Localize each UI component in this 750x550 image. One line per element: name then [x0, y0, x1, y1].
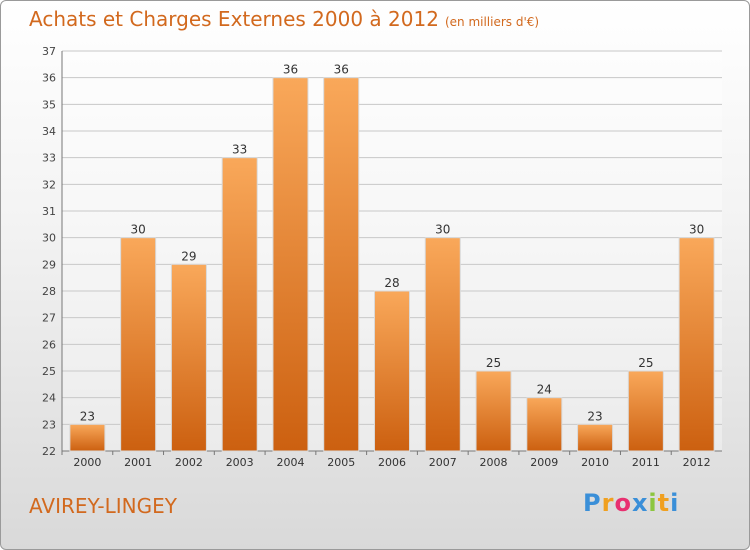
- y-tick-label: 25: [42, 365, 56, 378]
- data-label: 33: [232, 143, 247, 157]
- bar: [475, 370, 512, 452]
- y-tick-label: 27: [42, 312, 56, 325]
- y-tick-label: 37: [42, 45, 56, 58]
- y-tick-label: 31: [42, 205, 56, 218]
- x-tick-label: 2007: [429, 456, 457, 469]
- label-layer: 22 23 24 25 26 27 28 29 30 31 32 33 34 35 36 37 23 2000 30…: [42, 45, 711, 469]
- bar: [69, 423, 106, 452]
- bar: [272, 77, 309, 452]
- data-label: 36: [334, 63, 349, 77]
- bar: [424, 237, 461, 452]
- bar: [627, 370, 664, 452]
- bar: [526, 397, 563, 452]
- y-tick-label: 33: [42, 152, 56, 165]
- logo-letter: i: [648, 489, 658, 517]
- y-tick-label: 23: [42, 418, 56, 431]
- x-tick-label: 2004: [276, 456, 304, 469]
- bar: [170, 263, 207, 452]
- x-tick-label: 2010: [581, 456, 609, 469]
- bar: [323, 77, 360, 452]
- y-tick-label: 29: [42, 258, 56, 271]
- y-tick-label: 34: [42, 125, 56, 138]
- y-tick-label: 28: [42, 285, 56, 298]
- x-tick-label: 2000: [73, 456, 101, 469]
- y-tick-label: 30: [42, 232, 56, 245]
- chart-title-text: Achats et Charges Externes 2000 à 2012: [29, 7, 439, 31]
- x-tick-label: 2006: [378, 456, 406, 469]
- bar: [120, 237, 157, 452]
- chart-subtitle: (en milliers d'€): [444, 15, 540, 29]
- bar-layer: [69, 77, 715, 452]
- bar: [374, 290, 410, 452]
- data-label: 30: [689, 223, 704, 237]
- x-tick-label: 2005: [327, 456, 355, 469]
- bar: [221, 157, 258, 452]
- data-label: 28: [384, 276, 399, 290]
- x-tick-label: 2002: [175, 456, 203, 469]
- logo-letter: x: [631, 489, 649, 517]
- y-tick-label: 24: [42, 392, 56, 405]
- data-label: 23: [80, 409, 95, 423]
- data-label: 24: [537, 383, 552, 397]
- y-tick-label: 32: [42, 178, 56, 191]
- logo-letter: P: [583, 489, 602, 517]
- chart-title: Achats et Charges Externes 2000 à 2012 (e…: [29, 7, 539, 31]
- proxiti-logo: Proxiti: [583, 489, 679, 517]
- y-tick-label: 22: [42, 445, 56, 458]
- bar: [678, 237, 715, 452]
- data-label: 25: [486, 356, 501, 370]
- x-tick-label: 2009: [530, 456, 558, 469]
- y-tick-label: 26: [42, 338, 56, 351]
- data-label: 23: [587, 409, 602, 423]
- y-tick-label: 36: [42, 72, 56, 85]
- logo-letter: i: [670, 489, 680, 517]
- bar: [577, 423, 614, 452]
- logo-letter: o: [614, 489, 632, 517]
- data-label: 29: [181, 249, 196, 263]
- x-tick-label: 2001: [124, 456, 152, 469]
- logo-letter: r: [601, 489, 615, 517]
- data-label: 30: [131, 223, 146, 237]
- data-label: 25: [638, 356, 653, 370]
- data-label: 36: [283, 63, 298, 77]
- data-label: 30: [435, 223, 450, 237]
- x-tick-label: 2003: [226, 456, 254, 469]
- commune-name: AVIREY-LINGEY: [29, 494, 177, 518]
- y-tick-label: 35: [42, 98, 56, 111]
- logo-letter: t: [657, 489, 671, 517]
- x-tick-label: 2012: [683, 456, 711, 469]
- x-tick-label: 2008: [480, 456, 508, 469]
- x-tick-label: 2011: [632, 456, 660, 469]
